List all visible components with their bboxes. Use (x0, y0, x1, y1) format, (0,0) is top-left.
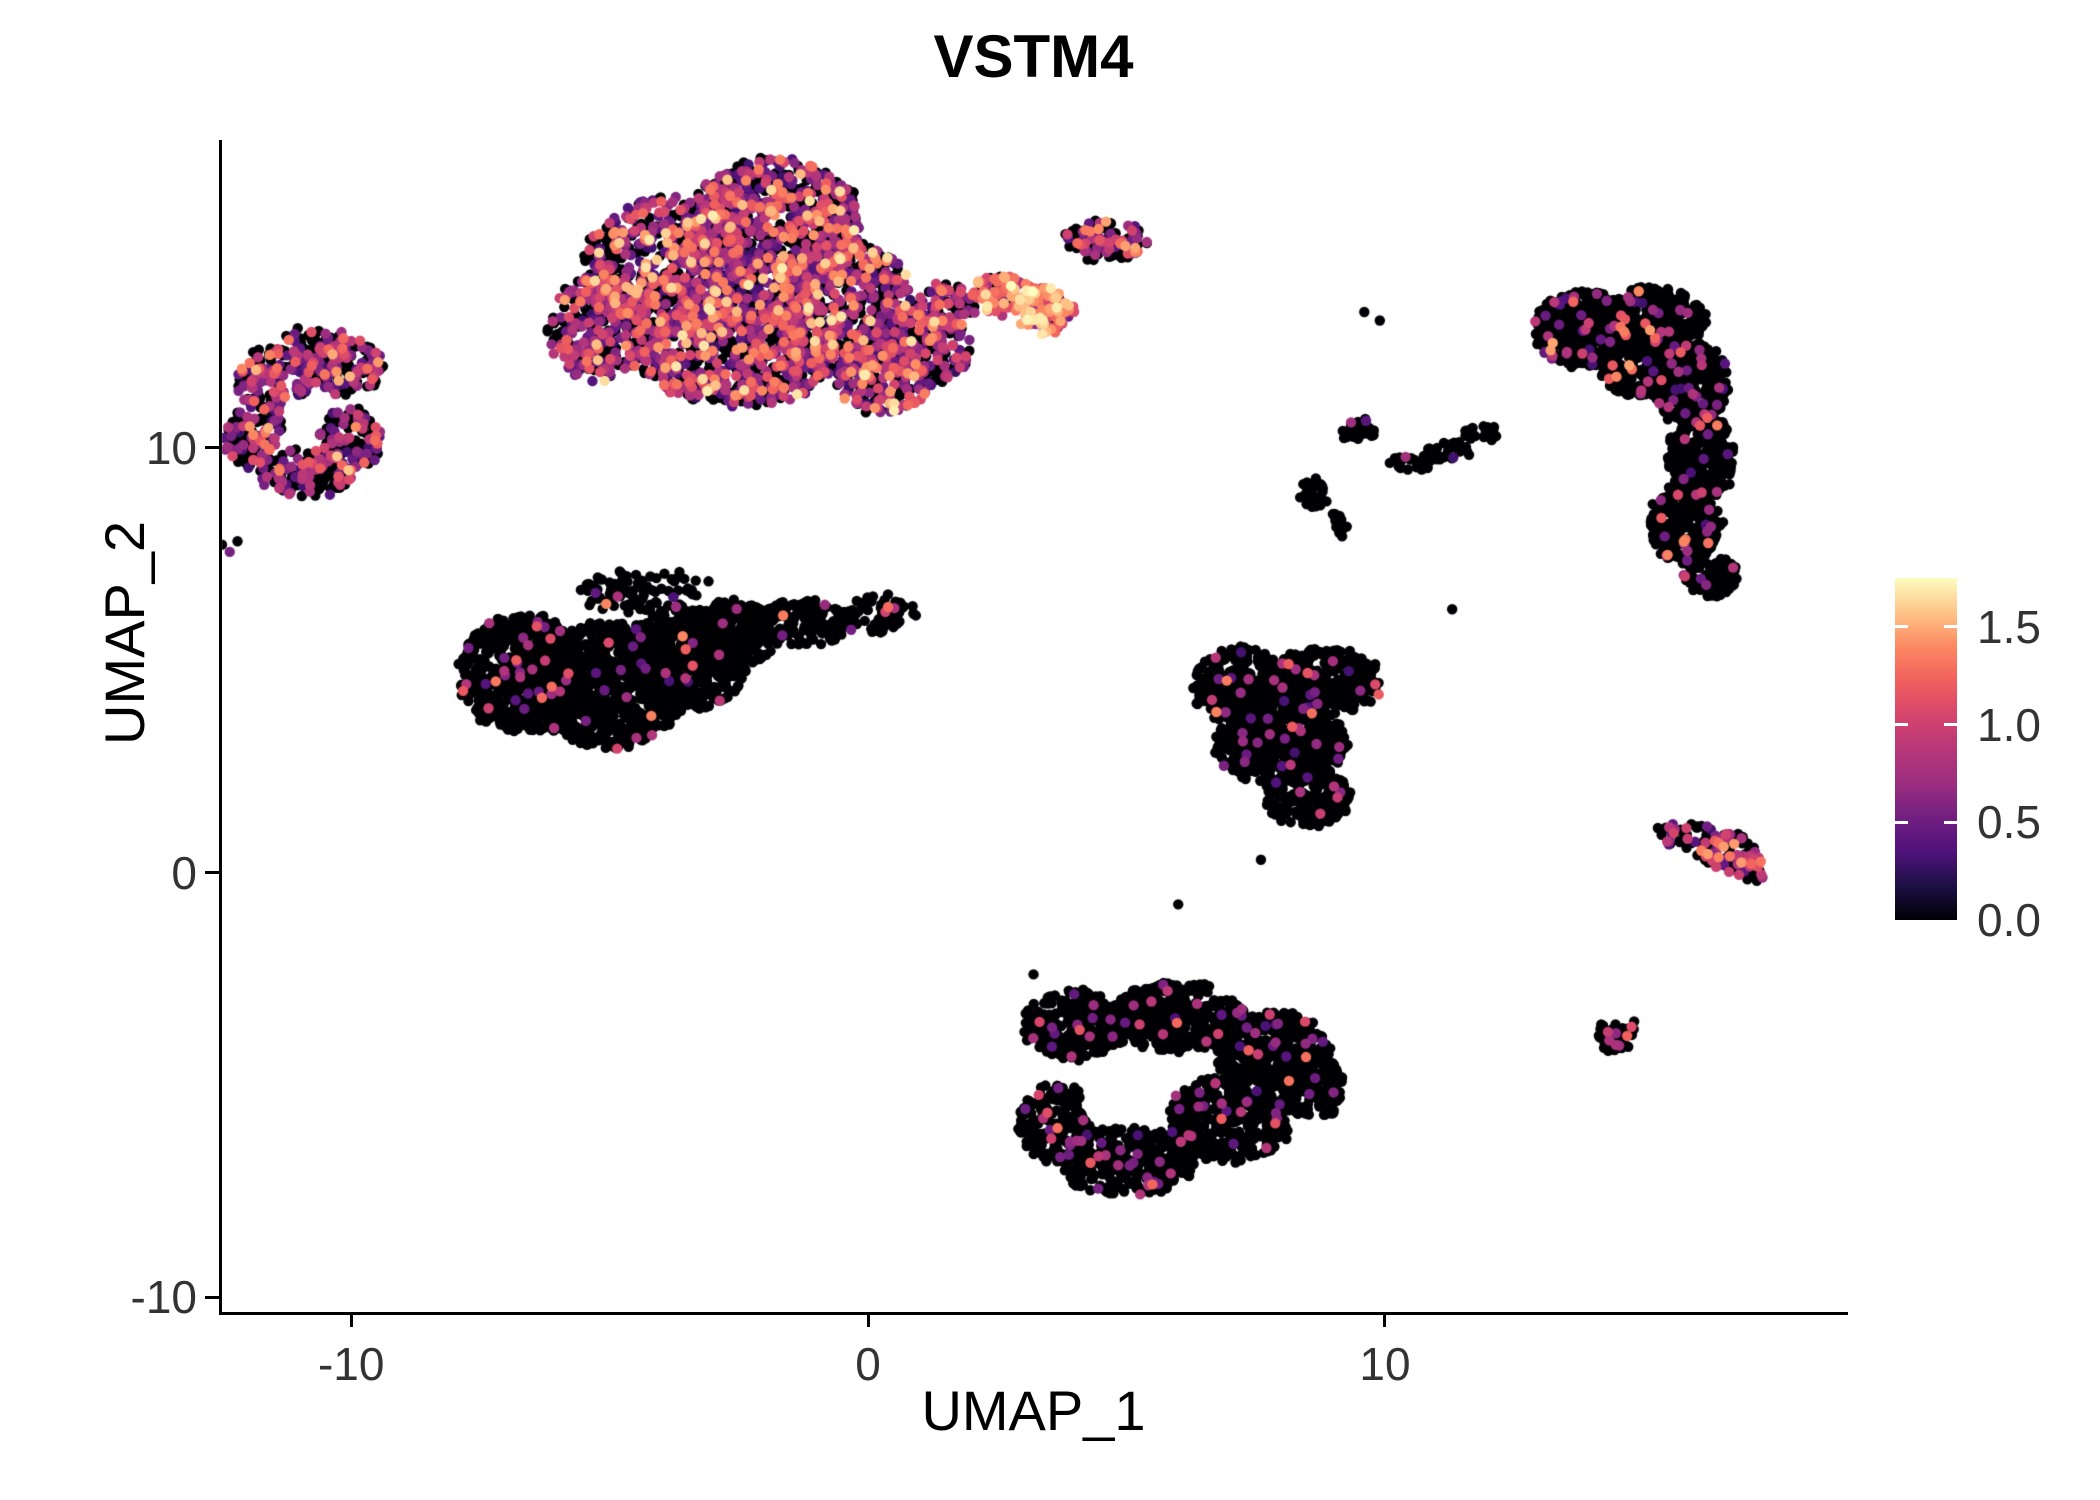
legend-tick-label: 0.5 (1977, 796, 2041, 849)
x-tick-label: 10 (1359, 1338, 1411, 1390)
legend-tick-mark (1895, 625, 1908, 629)
y-tick-mark (205, 871, 219, 874)
x-tick-mark (349, 1313, 353, 1327)
y-tick-mark (205, 1295, 219, 1299)
x-tick-label: -10 (317, 1338, 385, 1390)
legend-tick-mark (1944, 625, 1957, 629)
colorbar-legend (1895, 578, 1957, 920)
y-axis-line (219, 140, 222, 1315)
y-tick-label: 0 (171, 846, 197, 899)
x-tick-label: 0 (855, 1338, 881, 1390)
legend-tick-label: 1.0 (1977, 698, 2041, 751)
x-tick-mark (1383, 1313, 1387, 1327)
x-axis-line (219, 1312, 1848, 1315)
legend-tick-mark (1895, 820, 1908, 824)
legend-tick-mark (1895, 723, 1908, 727)
y-tick-label: -10 (130, 1271, 197, 1324)
plot-title: VSTM4 (933, 23, 1134, 90)
y-tick-mark (205, 446, 219, 450)
legend-tick-label: 0.0 (1977, 894, 2041, 946)
legend-tick-label: 1.5 (1977, 600, 2041, 653)
legend-tick-mark (1944, 820, 1957, 824)
x-tick-mark (866, 1313, 870, 1327)
x-axis-title: UMAP_1 (921, 1379, 1146, 1442)
y-axis-title: UMAP_2 (93, 520, 156, 745)
legend-tick-mark (1944, 723, 1957, 727)
y-tick-label: 10 (145, 421, 197, 474)
